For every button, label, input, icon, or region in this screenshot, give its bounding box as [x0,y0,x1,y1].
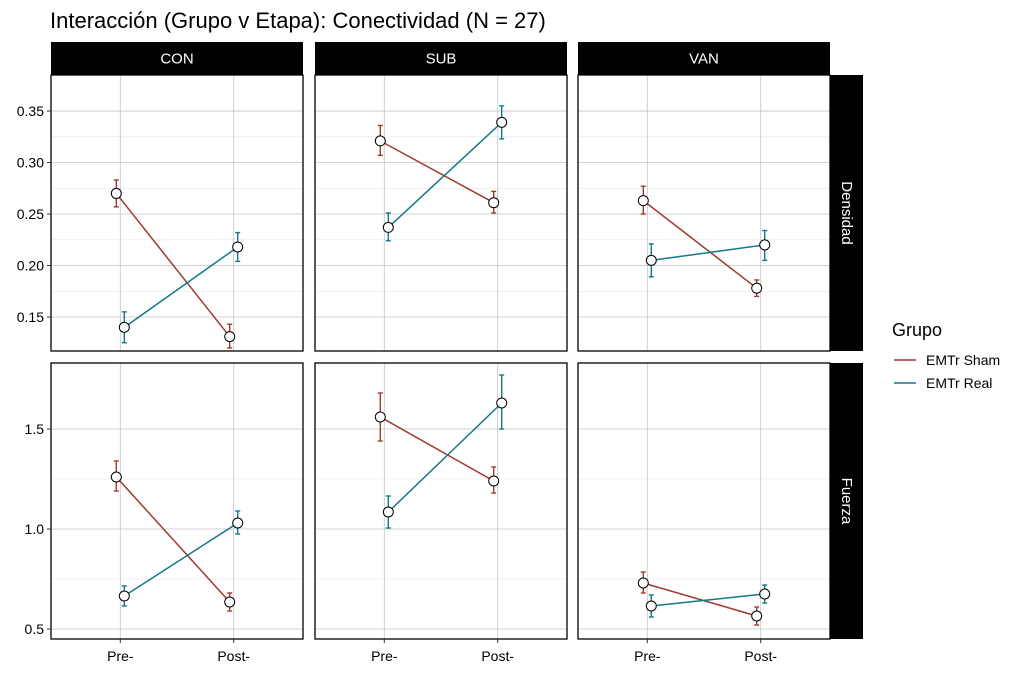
series-line-emtr-real [123,246,239,328]
series-line-emtr-sham [115,476,231,603]
series-line-emtr-sham [642,200,758,289]
y-tick-label: 1.0 [25,521,45,537]
data-point-emtr-sham [224,596,236,608]
strip-label-sub: SUB [426,51,457,68]
strip-label-fuerza: Fuerza [838,478,855,525]
data-point-emtr-real [232,241,244,253]
strip-label-van: VAN [689,51,719,68]
data-point-emtr-sham [488,475,500,487]
x-tick-label: Pre- [107,648,134,664]
data-point-emtr-sham [637,577,649,589]
strip-densidad [830,75,863,351]
data-point-emtr-real [382,506,394,518]
series-line-emtr-real [651,593,765,607]
strip-label-con: CON [160,51,193,68]
series-line-emtr-real [387,121,503,228]
legend-title: Grupo [892,320,942,340]
data-point-emtr-sham [751,610,763,622]
y-tick-label: 0.15 [17,309,44,325]
chart-panels: CON SUB VAN Densidad Fuerza 0.15 0.20 0.25 0.30 0… [17,42,863,664]
data-point-emtr-real [232,517,244,529]
panel-densidad-van [577,74,831,352]
panel-densidad-con-background [51,75,303,351]
data-point-emtr-real [759,239,771,251]
strip-label-densidad: Densidad [838,181,855,244]
strip-con [51,42,303,75]
x-tick-label: Pre- [371,648,398,664]
x-tick-label: Post- [217,648,250,664]
panel-densidad-van-border [577,74,831,352]
data-point-emtr-real [645,254,657,266]
strip-fuerza [830,363,863,639]
data-point-emtr-sham [374,411,386,423]
strip-sub [315,42,567,75]
panel-densidad-con [50,74,304,352]
data-point-emtr-real [496,397,508,409]
legend-label-emtr-sham: EMTr Sham [926,352,1000,368]
panel-densidad-sub-border [314,74,568,352]
data-point-emtr-sham [374,135,386,147]
y-tick-label: 1.5 [25,421,45,437]
data-point-emtr-real [118,321,130,333]
y-tick-label: 0.20 [17,258,44,274]
panel-fuerza-con [50,362,304,640]
data-point-emtr-sham [224,331,236,343]
data-point-emtr-sham [751,282,763,294]
data-point-emtr-real [496,116,508,128]
legend: Grupo EMTr Sham EMTr Real [892,320,1000,391]
panel-densidad-con-border [50,74,304,352]
x-tick-label: Post- [481,648,514,664]
panel-fuerza-sub-background [315,363,567,639]
data-point-emtr-real [645,600,657,612]
data-point-emtr-sham [488,197,500,209]
chart-title: Interacción (Grupo v Etapa): Conectivida… [50,8,546,33]
series-line-emtr-real [123,522,239,597]
panel-fuerza-con-background [51,363,303,639]
panel-fuerza-van-background [578,363,830,639]
panel-fuerza-con-border [50,362,304,640]
data-point-emtr-sham [110,187,122,199]
panel-densidad-sub [314,74,568,352]
x-tick-label: Pre- [634,648,661,664]
panel-fuerza-van [577,362,831,640]
panel-fuerza-van-border [577,362,831,640]
strip-van [578,42,830,75]
y-tick-label: 0.35 [17,103,44,119]
series-line-emtr-sham [379,140,495,204]
data-point-emtr-real [759,588,771,600]
panel-densidad-sub-background [315,75,567,351]
data-point-emtr-real [118,590,130,602]
series-line-emtr-sham [643,582,757,617]
panel-densidad-van-background [578,75,830,351]
y-tick-label: 0.25 [17,206,44,222]
data-point-emtr-sham [110,471,122,483]
series-line-emtr-sham [379,416,495,482]
panel-fuerza-sub-border [314,362,568,640]
panel-fuerza-sub [314,362,568,640]
series-line-emtr-real [651,244,765,262]
y-tick-label: 0.5 [25,621,45,637]
y-tick-label: 0.30 [17,155,44,171]
series-line-emtr-sham [115,192,231,338]
legend-label-emtr-real: EMTr Real [926,375,992,391]
data-point-emtr-real [382,221,394,233]
x-tick-label: Post- [744,648,777,664]
data-point-emtr-sham [637,195,649,207]
series-line-emtr-real [387,402,503,513]
